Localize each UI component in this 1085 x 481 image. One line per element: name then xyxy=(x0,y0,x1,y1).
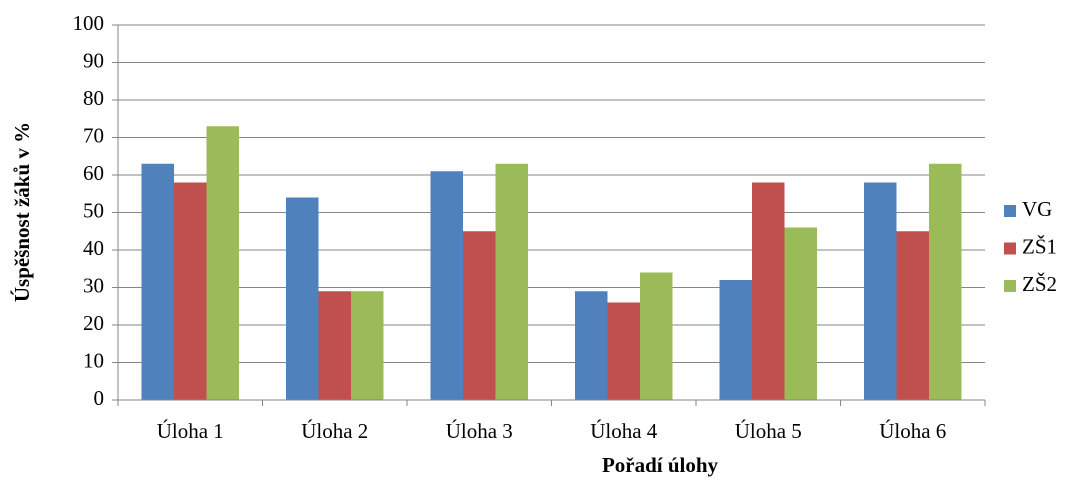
x-axis-title: Pořadí úlohy xyxy=(602,453,719,477)
y-tick-label: 100 xyxy=(73,11,105,35)
x-tick-label: Úloha 5 xyxy=(735,419,802,443)
y-tick-label: 50 xyxy=(83,198,104,222)
bar xyxy=(174,182,207,400)
bar xyxy=(495,163,528,400)
bar xyxy=(575,291,608,400)
bar xyxy=(864,182,897,400)
x-tick-label: Úloha 6 xyxy=(879,419,946,443)
y-axis-title: Úspěšnost žáků v % xyxy=(10,122,34,302)
y-tick-label: 0 xyxy=(94,386,105,410)
bar xyxy=(318,291,351,400)
bar xyxy=(640,272,673,400)
legend-swatch xyxy=(1004,280,1016,292)
y-tick-label: 70 xyxy=(83,123,104,147)
y-tick-label: 40 xyxy=(83,236,104,260)
x-tick-label: Úloha 1 xyxy=(157,419,224,443)
bar xyxy=(463,231,496,400)
legend-label: ZŠ2 xyxy=(1022,272,1057,296)
x-tick-label: Úloha 4 xyxy=(590,419,658,443)
legend-swatch xyxy=(1004,242,1016,255)
y-tick-label: 20 xyxy=(83,311,104,335)
x-tick-label: Úloha 2 xyxy=(301,419,368,443)
bar xyxy=(752,182,785,400)
bar xyxy=(351,291,384,400)
y-tick-label: 90 xyxy=(83,48,104,72)
bar xyxy=(206,126,239,400)
y-tick-label: 30 xyxy=(83,273,104,297)
x-tick-label: Úloha 3 xyxy=(446,419,513,443)
bar xyxy=(896,231,929,400)
bar xyxy=(141,163,174,400)
bar xyxy=(719,280,752,400)
bar xyxy=(286,197,319,400)
y-tick-label: 10 xyxy=(83,348,104,372)
bar xyxy=(607,302,640,400)
bar xyxy=(784,227,817,400)
bar xyxy=(929,163,962,400)
legend-label: ZŠ1 xyxy=(1022,234,1057,258)
bar xyxy=(430,171,463,400)
legend-label: VG xyxy=(1022,197,1052,221)
y-tick-label: 80 xyxy=(83,86,104,110)
legend-swatch xyxy=(1004,205,1016,217)
y-tick-label: 60 xyxy=(83,161,104,185)
